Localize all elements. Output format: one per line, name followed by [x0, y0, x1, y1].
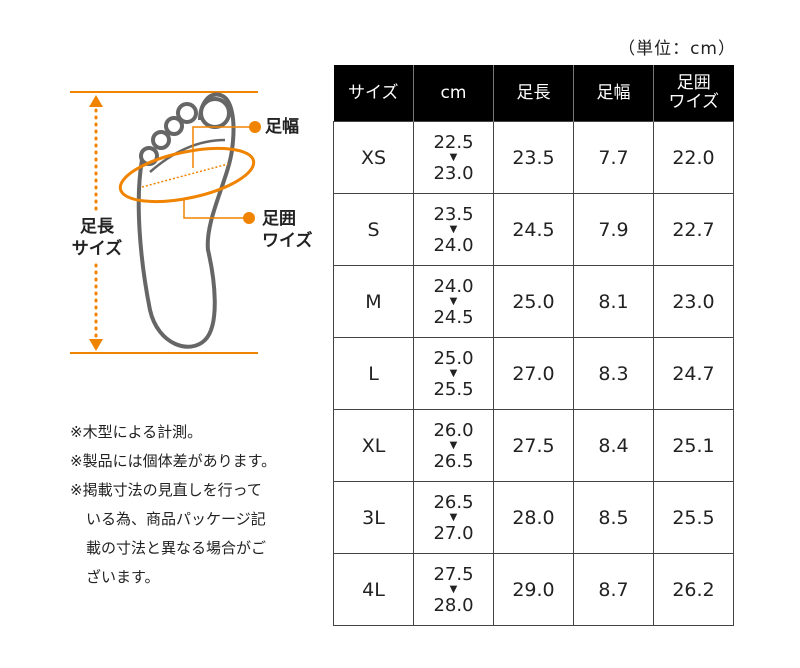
- cell-width: 8.3: [573, 337, 654, 410]
- cell-length: 27.5: [493, 409, 574, 482]
- cell-width: 7.7: [573, 121, 654, 194]
- note: ※木型による計測。: [70, 423, 203, 441]
- header-size: サイズ: [333, 65, 414, 122]
- triangle-down-icon: ▼: [449, 151, 458, 163]
- triangle-down-icon: ▼: [449, 223, 458, 235]
- triangle-down-icon: ▼: [449, 511, 458, 523]
- cell-size: L: [333, 337, 414, 410]
- girth-marker-icon: [243, 212, 255, 224]
- cell-size: 4L: [333, 553, 414, 626]
- note: ※掲載寸法の見直しを行って: [70, 481, 262, 499]
- cell-girth: 25.5: [653, 481, 734, 554]
- foot-girth-label-line2: ワイズ: [262, 231, 313, 251]
- cell-size: XL: [333, 409, 414, 482]
- cell-girth: 23.0: [653, 265, 734, 338]
- header-width: 足幅: [573, 65, 654, 122]
- table-row: 3L 26.5 ▼ 27.0 28.0 8.5 25.5: [333, 481, 734, 554]
- cell-length: 28.0: [493, 481, 574, 554]
- table-row: 4L 27.5 ▼ 28.0 29.0 8.7 26.2: [333, 553, 734, 626]
- header-girth-line2: ワイズ: [668, 92, 720, 112]
- foot-girth-label-line1: 足囲: [262, 209, 296, 229]
- arrow-down-icon: [89, 339, 103, 351]
- width-marker-icon: [249, 121, 261, 133]
- cell-cm-range: 23.5 ▼ 24.0: [413, 193, 494, 266]
- cell-girth: 25.1: [653, 409, 734, 482]
- cell-cm-range: 22.5 ▼ 23.0: [413, 121, 494, 194]
- cell-size: XS: [333, 121, 414, 194]
- table-row: M 24.0 ▼ 24.5 25.0 8.1 23.0: [333, 265, 734, 338]
- cell-size: M: [333, 265, 414, 338]
- cell-width: 8.4: [573, 409, 654, 482]
- foot-girth-label: 足囲 ワイズ: [262, 208, 313, 252]
- cm-from: 23.5: [433, 203, 474, 225]
- cell-length: 29.0: [493, 553, 574, 626]
- arrow-up-icon: [89, 95, 103, 107]
- notes: ※木型による計測。 ※製品には個体差があります。 ※掲載寸法の見直しを行って い…: [70, 418, 276, 592]
- cell-girth: 24.7: [653, 337, 734, 410]
- cell-length: 24.5: [493, 193, 574, 266]
- cm-from: 22.5: [433, 131, 474, 153]
- note: ざいます。: [86, 568, 160, 586]
- cm-to: 24.0: [433, 234, 474, 256]
- table-row: S 23.5 ▼ 24.0 24.5 7.9 22.7: [333, 193, 734, 266]
- cell-length: 25.0: [493, 265, 574, 338]
- header-cm: cm: [413, 65, 494, 122]
- note: ※製品には個体差があります。: [70, 452, 277, 470]
- cell-width: 8.7: [573, 553, 654, 626]
- cell-cm-range: 26.5 ▼ 27.0: [413, 481, 494, 554]
- cell-size: 3L: [333, 481, 414, 554]
- triangle-down-icon: ▼: [449, 367, 458, 379]
- cm-from: 26.5: [433, 491, 474, 513]
- triangle-down-icon: ▼: [449, 439, 458, 451]
- foot-outline: [136, 92, 236, 349]
- cell-size: S: [333, 193, 414, 266]
- note: いる為、商品パッケージ記: [86, 510, 266, 528]
- cm-to: 24.5: [433, 306, 474, 328]
- cm-to: 23.0: [433, 162, 474, 184]
- header-girth: 足囲 ワイズ: [653, 65, 734, 122]
- cm-to: 27.0: [433, 522, 474, 544]
- foot-length-label-line2: サイズ: [71, 239, 123, 259]
- cell-cm-range: 27.5 ▼ 28.0: [413, 553, 494, 626]
- note: 載の寸法と異なる場合がご: [86, 539, 267, 557]
- header-length: 足長: [493, 65, 574, 122]
- table-row: XL 26.0 ▼ 26.5 27.5 8.4 25.1: [333, 409, 734, 482]
- table-row: XS 22.5 ▼ 23.0 23.5 7.7 22.0: [333, 121, 734, 194]
- cm-from: 25.0: [433, 347, 474, 369]
- triangle-down-icon: ▼: [449, 583, 458, 595]
- cell-girth: 26.2: [653, 553, 734, 626]
- foot-width-label: 足幅: [265, 117, 299, 137]
- unit-label: （単位：cm）: [618, 39, 736, 59]
- cm-from: 24.0: [433, 275, 474, 297]
- table-row: L 25.0 ▼ 25.5 27.0 8.3 24.7: [333, 337, 734, 410]
- cell-girth: 22.7: [653, 193, 734, 266]
- cell-length: 23.5: [493, 121, 574, 194]
- cell-cm-range: 26.0 ▼ 26.5: [413, 409, 494, 482]
- cm-from: 26.0: [433, 419, 474, 441]
- cm-to: 28.0: [433, 594, 474, 616]
- cell-cm-range: 24.0 ▼ 24.5: [413, 265, 494, 338]
- cell-width: 8.5: [573, 481, 654, 554]
- cell-cm-range: 25.0 ▼ 25.5: [413, 337, 494, 410]
- cell-girth: 22.0: [653, 121, 734, 194]
- foot-diagram: [70, 91, 261, 354]
- cell-length: 27.0: [493, 337, 574, 410]
- foot-length-label-line1: 足長: [80, 217, 114, 237]
- size-table: サイズ cm 足長 足幅 足囲 ワイズ XS 22.5 ▼ 23.0 23.5 7.7 22.…: [333, 65, 734, 626]
- triangle-down-icon: ▼: [449, 295, 458, 307]
- table-header: サイズ cm 足長 足幅 足囲 ワイズ: [333, 65, 734, 122]
- foot-length-label: 足長 サイズ: [70, 216, 124, 260]
- cell-width: 8.1: [573, 265, 654, 338]
- cm-from: 27.5: [433, 563, 474, 585]
- cm-to: 25.5: [433, 378, 474, 400]
- cell-width: 7.9: [573, 193, 654, 266]
- cm-to: 26.5: [433, 450, 474, 472]
- header-girth-line1: 足囲: [676, 73, 711, 93]
